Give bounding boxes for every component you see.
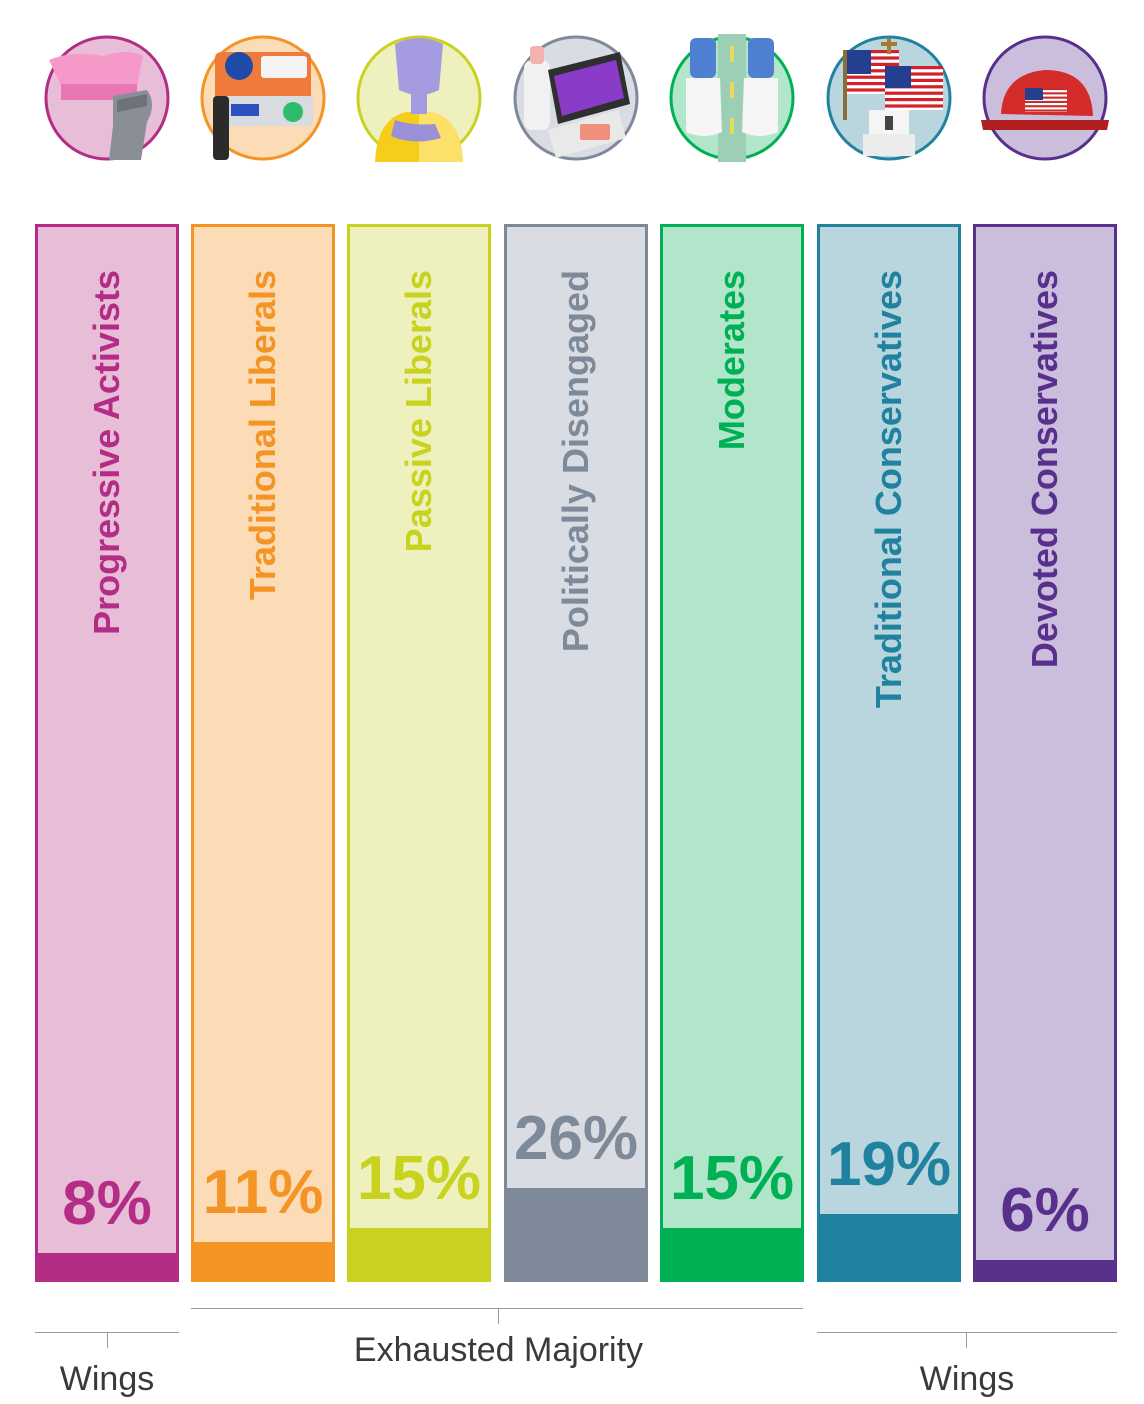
exhausted-majority-bracket <box>191 1308 803 1309</box>
category-label-text: Moderates <box>711 270 752 451</box>
flag-church-icon <box>825 34 953 162</box>
wings-right-bracket <box>817 1332 1117 1333</box>
wings-left-tick <box>107 1332 108 1348</box>
value-label: 11% <box>202 1158 324 1227</box>
category-label: Passive Liberals <box>347 224 491 1258</box>
bar-passive-liberals <box>347 1228 491 1282</box>
category-label: Traditional Conservatives <box>817 224 961 1258</box>
category-label: Moderates <box>660 224 804 1258</box>
column-progressive-activists: Progressive Activists 8% <box>35 224 179 1282</box>
column-devoted-conservatives: Devoted Conservatives 6% <box>973 224 1117 1282</box>
category-label-text: Politically Disengaged <box>555 270 596 653</box>
car-bumper-stickers-icon <box>199 34 327 162</box>
bar-moderates <box>660 1228 804 1282</box>
value-label: 15% <box>669 1144 795 1213</box>
bar-progressive-activists <box>35 1253 179 1282</box>
column-passive-liberals: Passive Liberals 15% <box>347 224 491 1282</box>
column-politically-disengaged: Politically Disengaged 26% <box>504 224 648 1282</box>
phone-bills-icon <box>512 34 640 162</box>
value-label: 6% <box>1000 1176 1090 1245</box>
column-traditional-conservatives: Traditional Conservatives 19% <box>817 224 961 1282</box>
value-label: 15% <box>356 1144 482 1213</box>
value-label: 8% <box>62 1169 152 1238</box>
column-traditional-liberals: Traditional Liberals 11% <box>191 224 335 1282</box>
value-label: 26% <box>513 1104 639 1173</box>
category-label-text: Devoted Conservatives <box>1024 270 1065 669</box>
wings-right-label: Wings <box>919 1360 1015 1398</box>
category-label-text: Passive Liberals <box>398 270 439 553</box>
exhausted-majority-label: Exhausted Majority <box>353 1331 644 1369</box>
bar-traditional-liberals <box>191 1242 335 1282</box>
wings-left-label: Wings <box>59 1360 155 1398</box>
wings-right-tick <box>966 1332 967 1348</box>
category-label-text: Traditional Liberals <box>242 270 283 601</box>
bar-devoted-conservatives <box>973 1260 1117 1282</box>
category-label-text: Progressive Activists <box>86 270 127 635</box>
thinking-person-icon <box>355 34 483 162</box>
walking-feet-road-icon <box>668 34 796 162</box>
bar-traditional-conservatives <box>817 1214 961 1282</box>
category-label-text: Traditional Conservatives <box>868 270 909 709</box>
category-label: Traditional Liberals <box>191 224 335 1258</box>
pink-hat-raised-fist-icon <box>43 34 171 162</box>
value-label: 19% <box>826 1130 952 1199</box>
bar-politically-disengaged <box>504 1188 648 1282</box>
category-label: Progressive Activists <box>35 224 179 1258</box>
red-cap-flag-icon <box>981 34 1109 162</box>
category-label: Devoted Conservatives <box>973 224 1117 1258</box>
exhausted-majority-tick <box>498 1308 499 1324</box>
column-moderates: Moderates 15% <box>660 224 804 1282</box>
